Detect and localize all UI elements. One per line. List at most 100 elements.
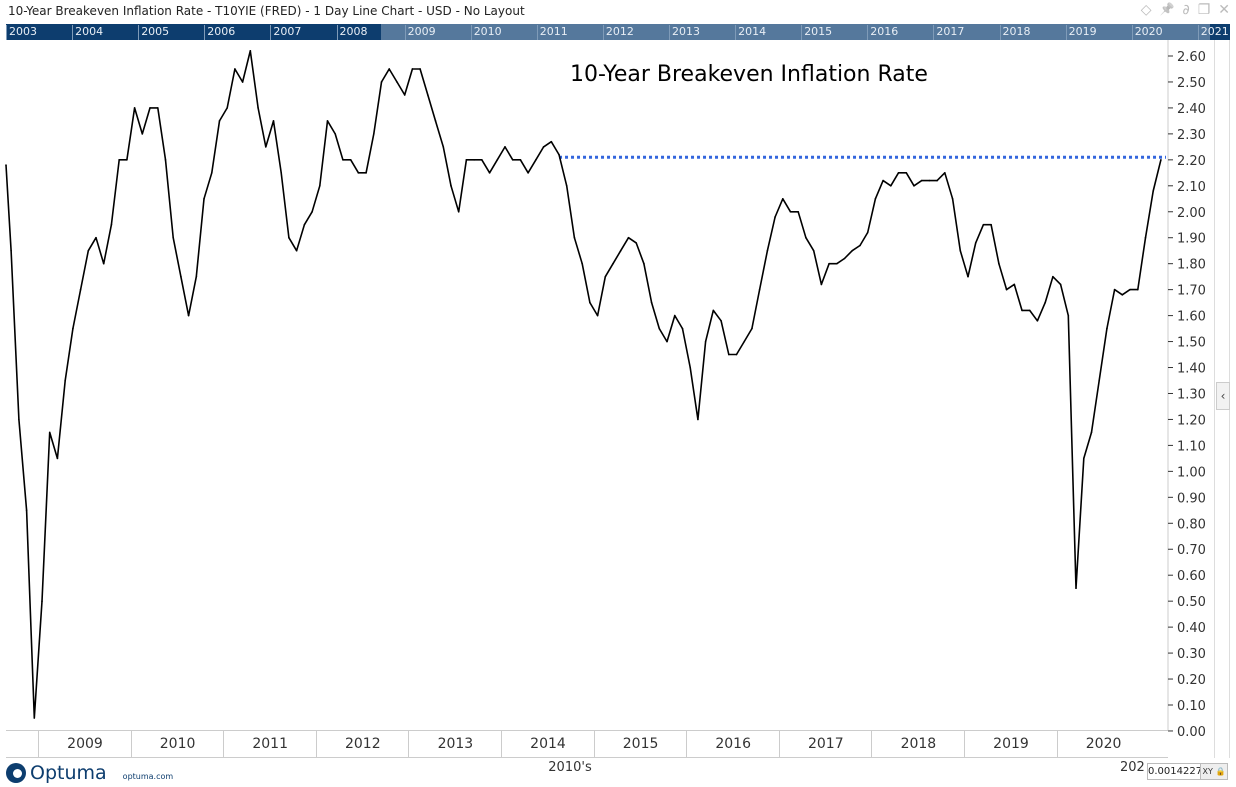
timeline-year[interactable]: 2020 [1131, 25, 1163, 40]
expand-panel-button[interactable]: ‹ [1216, 382, 1230, 410]
y-tick-label: 0.20 [1177, 673, 1206, 688]
data-point [1121, 294, 1124, 296]
timeline-year[interactable]: 2015 [801, 25, 832, 40]
timeline-year[interactable]: 2017 [933, 25, 964, 40]
data-point [596, 314, 599, 317]
y-tick-label: 1.70 [1177, 284, 1206, 299]
window-title: 10-Year Breakeven Inflation Rate - T10YI… [8, 4, 525, 18]
data-point [1036, 319, 1039, 322]
series-group [5, 49, 1162, 719]
data-point [334, 133, 337, 135]
x-tick-label: 2016 [686, 731, 779, 757]
data-point [427, 94, 429, 96]
link-icon[interactable]: ∂ [1182, 2, 1190, 18]
data-point [905, 172, 908, 174]
data-point [974, 242, 977, 244]
data-point [504, 146, 506, 148]
data-point [758, 288, 761, 291]
timeline-year[interactable]: 2003 [6, 25, 37, 40]
timeline-year[interactable]: 2006 [204, 25, 235, 40]
data-point [1082, 457, 1085, 460]
data-point [897, 172, 900, 174]
data-point [681, 327, 684, 330]
y-tick-label: 0.60 [1177, 569, 1206, 584]
data-point [982, 223, 985, 226]
decade-label: 2010's [548, 760, 592, 775]
data-point [1052, 275, 1054, 278]
data-point [342, 159, 344, 161]
y-tick-label: 2.60 [1177, 50, 1206, 65]
data-point [959, 249, 962, 252]
data-point [264, 146, 267, 148]
timeline-year[interactable]: 2014 [735, 25, 766, 40]
data-point [1136, 288, 1139, 291]
y-tick-label: 2.50 [1177, 76, 1206, 91]
data-point [481, 159, 483, 161]
data-point [95, 236, 97, 239]
data-point [743, 340, 746, 343]
data-point [396, 81, 398, 83]
data-point [102, 262, 105, 265]
data-point [87, 249, 90, 252]
y-tick-label: 2.30 [1177, 128, 1206, 143]
timeline-year[interactable]: 2011 [536, 25, 568, 40]
timeline-year[interactable]: 2021 [1197, 25, 1229, 40]
timeline-navigator[interactable]: 2003 2004 2005 2006 2007 2008 2009 2010 2011 2012… [6, 24, 1230, 40]
data-point [789, 210, 792, 213]
x-tick-label: 2017 [778, 731, 872, 757]
data-point [450, 185, 452, 187]
timeline-year[interactable]: 2019 [1065, 25, 1097, 40]
timeline-year[interactable]: 2007 [270, 25, 301, 40]
timeline-year[interactable]: 2018 [999, 25, 1031, 40]
diamond-icon[interactable]: ◇ [1140, 2, 1152, 18]
data-point [511, 159, 514, 161]
data-point [944, 172, 946, 174]
data-point [874, 197, 877, 200]
y-tick-label: 2.40 [1177, 102, 1206, 117]
timeline-year[interactable]: 2016 [867, 25, 898, 40]
pin-icon[interactable]: 📌 [1159, 2, 1175, 16]
data-point [882, 179, 884, 182]
xy-label: XY [1202, 767, 1213, 776]
data-point [156, 107, 159, 109]
data-point [604, 275, 607, 278]
brand-url[interactable]: optuma.com [122, 771, 174, 781]
close-icon[interactable]: ✕ [1218, 2, 1230, 18]
decade-label-next: 202 [1120, 760, 1145, 775]
data-point [272, 120, 275, 122]
x-tick-label: 2010 [130, 731, 224, 757]
timeline-year[interactable]: 2013 [669, 25, 700, 40]
cursor-value-readout: 0.0014227 [1147, 763, 1202, 780]
data-point [326, 120, 329, 122]
timeline-year[interactable]: 2010 [470, 25, 502, 40]
data-point [920, 179, 923, 182]
xy-lock-button[interactable]: XY 🔒 [1200, 763, 1228, 780]
data-point [650, 301, 653, 304]
data-point [998, 262, 1000, 265]
data-point [1005, 288, 1008, 291]
data-point [403, 94, 406, 96]
data-point [118, 159, 120, 161]
data-point [187, 314, 190, 317]
timeline-year[interactable]: 2008 [336, 25, 368, 40]
restore-icon[interactable]: ❐ [1197, 2, 1211, 18]
y-tick-label: 1.10 [1177, 439, 1206, 454]
y-tick-label: 1.20 [1177, 413, 1206, 428]
data-point [519, 159, 522, 161]
data-point [828, 262, 830, 265]
data-point [643, 262, 645, 265]
data-point [388, 68, 391, 70]
data-point [195, 275, 198, 278]
data-point [56, 457, 59, 460]
data-point [550, 140, 553, 143]
timeline-year[interactable]: 2012 [602, 25, 634, 40]
timeline-year[interactable]: 2004 [72, 25, 103, 40]
y-tick-label: 2.20 [1177, 154, 1206, 169]
series-line[interactable] [5, 49, 1162, 719]
timeline-year[interactable]: 2009 [404, 25, 436, 40]
data-point [673, 314, 676, 317]
y-tick-label: 2.10 [1177, 180, 1206, 195]
timeline-year[interactable]: 2005 [138, 25, 169, 40]
y-tick-label: 1.90 [1177, 232, 1206, 247]
